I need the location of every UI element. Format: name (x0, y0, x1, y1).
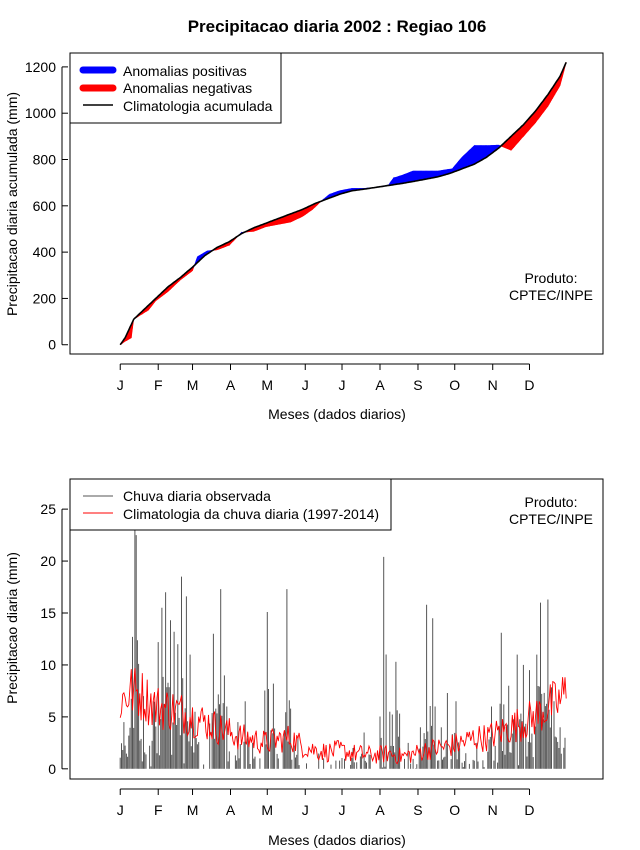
legend-label-observed: Chuva diaria observada (123, 488, 271, 504)
x-tick-label: F (154, 802, 163, 818)
y-axis-label: Precipitacao diaria acumulada (mm) (4, 92, 20, 316)
x-tick-label: S (413, 802, 422, 818)
y-tick-label: 25 (40, 501, 56, 517)
legend-label-positive: Anomalias positivas (123, 63, 247, 79)
y-axis: 0 5 10 15 20 25 (40, 501, 68, 777)
legend-label-negative: Anomalias negativas (123, 80, 252, 96)
x-tick-label: M (261, 802, 273, 818)
y-tick-label: 800 (33, 152, 57, 168)
x-tick-label: N (488, 377, 498, 393)
climatology-daily-line (119, 668, 567, 765)
product-source: CPTEC/INPE (509, 287, 593, 303)
x-axis-label: Meses (dados diarios) (268, 832, 406, 848)
x-tick-label: J (117, 377, 124, 393)
x-tick-label: M (261, 377, 273, 393)
x-tick-label: A (226, 377, 236, 393)
product-label: Produto: (525, 494, 578, 510)
x-tick-label: A (226, 802, 236, 818)
product-source: CPTEC/INPE (509, 511, 593, 527)
legend-label-climatology: Climatologia acumulada (123, 98, 273, 114)
y-tick-label: 1200 (25, 59, 56, 75)
y-tick-label: 400 (33, 244, 57, 260)
x-tick-label: J (302, 802, 309, 818)
legend-label-climatology: Climatologia da chuva diaria (1997-2014) (123, 506, 379, 522)
x-tick-label: N (488, 802, 498, 818)
y-tick-label: 0 (48, 337, 56, 353)
x-tick-label: A (375, 802, 385, 818)
y-axis-label: Precipitacao diaria (mm) (4, 552, 20, 704)
x-tick-label: M (187, 802, 199, 818)
x-tick-label: M (187, 377, 199, 393)
y-tick-label: 1000 (25, 105, 56, 121)
chart-title: Precipitacao diaria 2002 : Regiao 106 (188, 17, 487, 36)
x-tick-label: J (117, 802, 124, 818)
y-tick-label: 15 (40, 605, 56, 621)
climatology-cumulative-line (119, 61, 567, 346)
y-tick-label: 5 (48, 709, 56, 725)
y-tick-label: 20 (40, 553, 56, 569)
plot-frame (69, 52, 604, 355)
legend-box (69, 478, 392, 531)
x-tick-label: O (449, 802, 460, 818)
x-tick-label: D (524, 802, 534, 818)
x-axis-label: Meses (dados diarios) (268, 406, 406, 422)
y-tick-label: 600 (33, 198, 57, 214)
x-tick-label: J (339, 377, 346, 393)
x-tick-label: F (154, 377, 163, 393)
y-tick-label: 10 (40, 657, 56, 673)
x-tick-label: A (375, 377, 385, 393)
y-tick-label: 0 (48, 761, 56, 777)
x-tick-label: O (449, 377, 460, 393)
legend: Anomalias positivas Anomalias negativas … (69, 52, 282, 124)
daily-precipitation-chart: 0 5 10 15 20 25 J F M A M J J A S O N D Meses (dados dia… (4, 478, 604, 848)
legend: Chuva diaria observada Climatologia da c… (69, 478, 392, 531)
y-tick-label: 200 (33, 290, 57, 306)
x-tick-label: J (302, 377, 309, 393)
x-tick-label: J (339, 802, 346, 818)
cumulative-precipitation-chart: 0 200 400 600 800 1000 1200 J F M A M J J A S O N D Meses… (4, 52, 604, 422)
product-label: Produto: (525, 270, 578, 286)
x-tick-label: D (524, 377, 534, 393)
observed-rain-bars (119, 529, 566, 769)
y-axis: 0 200 400 600 800 1000 1200 (25, 59, 68, 353)
x-tick-label: S (413, 377, 422, 393)
